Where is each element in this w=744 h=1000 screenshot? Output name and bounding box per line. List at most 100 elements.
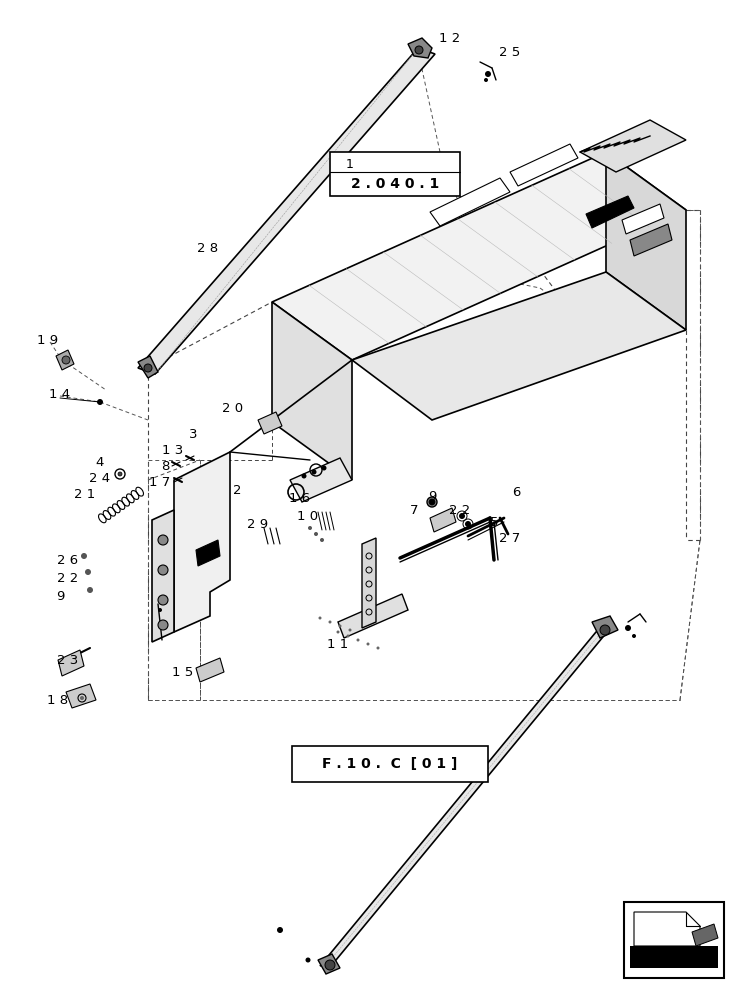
Polygon shape	[56, 350, 74, 370]
Text: 1 1: 1 1	[327, 638, 349, 650]
Circle shape	[415, 46, 423, 54]
Text: 9: 9	[56, 589, 64, 602]
Text: F . 1 0 .  C  [ 0 1 ]: F . 1 0 . C [ 0 1 ]	[322, 757, 458, 771]
Bar	[630, 946, 718, 968]
Circle shape	[348, 629, 351, 632]
Polygon shape	[258, 412, 282, 434]
Polygon shape	[510, 144, 578, 186]
Circle shape	[87, 587, 93, 593]
Circle shape	[318, 616, 321, 619]
Circle shape	[427, 497, 437, 507]
Polygon shape	[290, 458, 352, 502]
Circle shape	[329, 620, 332, 624]
Polygon shape	[586, 196, 634, 228]
Text: 1 0: 1 0	[298, 510, 318, 522]
Circle shape	[81, 553, 87, 559]
Circle shape	[367, 643, 370, 646]
Circle shape	[118, 472, 122, 476]
Text: 1 2: 1 2	[440, 31, 461, 44]
Polygon shape	[606, 152, 686, 330]
Text: 2 4: 2 4	[89, 472, 111, 485]
Polygon shape	[152, 510, 174, 642]
Circle shape	[308, 526, 312, 530]
Text: 1 6: 1 6	[289, 491, 310, 504]
Polygon shape	[362, 538, 376, 628]
Text: 5: 5	[490, 516, 498, 528]
Circle shape	[485, 71, 491, 77]
Polygon shape	[338, 594, 408, 638]
Circle shape	[325, 960, 335, 970]
Circle shape	[339, 624, 341, 628]
Bar	[624, 902, 724, 978]
Bar	[330, 152, 460, 196]
Circle shape	[336, 631, 339, 634]
Text: 2 . 0 4 0 . 1: 2 . 0 4 0 . 1	[351, 177, 439, 191]
Polygon shape	[634, 912, 700, 946]
Text: 2 3: 2 3	[57, 654, 79, 666]
Text: 2 1: 2 1	[74, 488, 96, 500]
Text: 4: 4	[96, 456, 104, 468]
Polygon shape	[622, 204, 664, 234]
Text: 1 8: 1 8	[48, 694, 68, 706]
Text: 2 2: 2 2	[449, 504, 471, 516]
Text: 1 5: 1 5	[173, 666, 193, 678]
Text: 1: 1	[346, 157, 354, 170]
Text: 2 2: 2 2	[57, 572, 79, 584]
Circle shape	[459, 513, 465, 519]
Bar	[292, 746, 488, 782]
Polygon shape	[592, 616, 618, 638]
Polygon shape	[196, 540, 220, 566]
Text: 2 6: 2 6	[57, 554, 79, 566]
Circle shape	[314, 532, 318, 536]
Circle shape	[356, 639, 359, 642]
Polygon shape	[430, 508, 456, 532]
Circle shape	[158, 565, 168, 575]
Text: 2 9: 2 9	[248, 518, 269, 530]
Polygon shape	[174, 452, 230, 632]
Circle shape	[484, 78, 488, 82]
Circle shape	[144, 364, 152, 372]
Polygon shape	[318, 954, 340, 974]
Circle shape	[321, 466, 327, 471]
Polygon shape	[692, 924, 718, 946]
Text: 2 8: 2 8	[197, 241, 219, 254]
Circle shape	[465, 521, 471, 527]
Text: 2: 2	[233, 484, 241, 496]
Text: 2 7: 2 7	[499, 532, 521, 544]
Circle shape	[312, 470, 316, 475]
Polygon shape	[272, 302, 352, 480]
Circle shape	[158, 620, 168, 630]
Circle shape	[301, 474, 307, 479]
Circle shape	[320, 538, 324, 542]
Polygon shape	[66, 684, 96, 708]
Circle shape	[306, 958, 310, 962]
Polygon shape	[138, 356, 158, 378]
Text: 8: 8	[161, 460, 169, 473]
Text: 1 3: 1 3	[162, 444, 184, 456]
Polygon shape	[196, 658, 224, 682]
Circle shape	[85, 569, 91, 575]
Polygon shape	[630, 224, 672, 256]
Text: 1 4: 1 4	[49, 388, 71, 401]
Circle shape	[97, 399, 103, 405]
Polygon shape	[58, 650, 84, 676]
Text: 1 9: 1 9	[37, 334, 59, 347]
Circle shape	[600, 625, 610, 635]
Circle shape	[277, 927, 283, 933]
Circle shape	[62, 356, 70, 364]
Text: 7: 7	[410, 504, 418, 516]
Polygon shape	[430, 178, 510, 226]
Circle shape	[632, 634, 636, 638]
Polygon shape	[138, 48, 435, 374]
Text: 3: 3	[189, 428, 197, 442]
Circle shape	[376, 647, 379, 650]
Circle shape	[625, 625, 631, 631]
Polygon shape	[272, 152, 686, 360]
Circle shape	[158, 608, 162, 612]
Circle shape	[158, 595, 168, 605]
Text: 1 7: 1 7	[150, 476, 170, 488]
Polygon shape	[320, 626, 612, 966]
Polygon shape	[580, 120, 686, 172]
Circle shape	[429, 499, 435, 505]
Circle shape	[158, 535, 168, 545]
